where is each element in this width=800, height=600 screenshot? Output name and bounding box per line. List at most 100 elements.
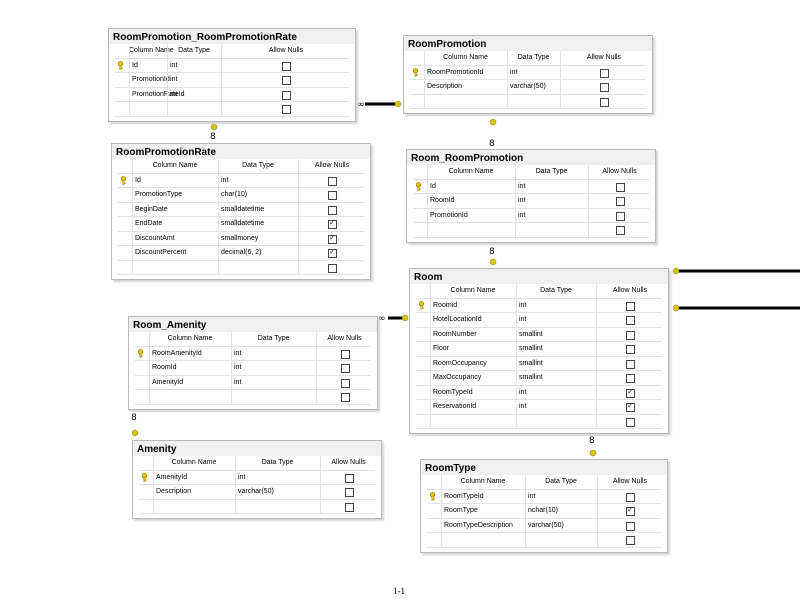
column-row[interactable]: RoomId int <box>413 194 649 209</box>
header-data-type: Data Type <box>517 54 550 61</box>
column-row[interactable]: DiscountAmt smallmoney <box>118 232 364 246</box>
column-name: BeginDate <box>135 205 168 213</box>
column-row[interactable] <box>118 261 364 275</box>
table-roompromotion[interactable]: RoomPromotion Column Name Data Type Allow … <box>403 35 653 114</box>
column-row[interactable]: RoomId int <box>135 361 371 376</box>
allow-nulls-checkbox[interactable] <box>626 505 635 516</box>
column-row[interactable]: PromotionType char(10) <box>118 188 364 203</box>
allow-nulls-checkbox[interactable] <box>328 176 337 186</box>
allow-nulls-checkbox[interactable] <box>600 68 609 78</box>
table-roompromotion-roompromotionrate[interactable]: RoomPromotion_RoomPromotionRate Column N… <box>108 28 356 122</box>
column-row[interactable]: RoomTypeId int <box>416 386 662 400</box>
allow-nulls-checkbox[interactable] <box>282 76 291 85</box>
column-row[interactable]: RoomTypeDescription varchar(50) <box>427 519 661 533</box>
allow-nulls-checkbox[interactable] <box>626 492 635 502</box>
column-row[interactable]: EndDate smalldatetime <box>118 217 364 232</box>
allow-nulls-checkbox[interactable] <box>340 364 350 373</box>
allow-nulls-checkbox[interactable] <box>328 247 337 258</box>
column-grid: Column Name Data Type Allow Nulls Id int Prom… <box>118 159 364 275</box>
column-row[interactable] <box>413 223 649 238</box>
allow-nulls-checkbox[interactable] <box>344 488 354 497</box>
column-name: RoomType <box>444 507 478 514</box>
column-row[interactable]: PromotionRateId int <box>115 88 349 102</box>
allow-nulls-checkbox[interactable] <box>626 316 635 325</box>
column-name: RoomTypeId <box>444 492 484 500</box>
allow-nulls-checkbox[interactable] <box>626 374 635 383</box>
column-row[interactable]: Id int <box>115 59 349 73</box>
grid-divider <box>149 332 150 405</box>
column-name: ReservationId <box>433 403 477 410</box>
allow-nulls-checkbox[interactable] <box>600 97 609 107</box>
column-row[interactable]: RoomNumber smallint <box>416 328 662 342</box>
column-name: RoomTypeId <box>433 388 473 396</box>
data-type: int <box>519 403 527 410</box>
allow-nulls-checkbox[interactable] <box>282 105 291 114</box>
allow-nulls-checkbox[interactable] <box>328 233 337 244</box>
allow-nulls-checkbox[interactable] <box>626 521 635 531</box>
column-row[interactable]: Floor smallint <box>416 342 662 357</box>
allow-nulls-checkbox[interactable] <box>615 182 625 192</box>
allow-nulls-checkbox[interactable] <box>282 61 291 71</box>
column-row[interactable]: PromotionId int <box>115 73 349 88</box>
allow-nulls-checkbox[interactable] <box>344 502 354 512</box>
allow-nulls-checkbox[interactable] <box>328 218 337 229</box>
allow-nulls-checkbox[interactable] <box>340 349 350 359</box>
allow-nulls-checkbox[interactable] <box>328 205 337 215</box>
column-row[interactable]: AmenityId int <box>135 376 371 390</box>
table-room-roompromotion[interactable]: Room_RoomPromotion Column Name Data Type A… <box>406 149 656 243</box>
allow-nulls-checkbox[interactable] <box>626 330 635 340</box>
column-row[interactable]: DiscountPercent decimal(6, 2) <box>118 246 364 261</box>
column-row[interactable]: RoomTypeId int <box>427 490 661 504</box>
table-amenity[interactable]: Amenity Column Name Data Type Allow Nulls A… <box>132 440 382 519</box>
column-header-row: Column Name Data Type Allow Nulls <box>115 44 349 59</box>
column-row[interactable]: Roomid int <box>416 299 662 313</box>
allow-nulls-checkbox[interactable] <box>626 345 635 354</box>
column-row[interactable]: Id int <box>118 174 364 188</box>
allow-nulls-checkbox[interactable] <box>344 473 354 483</box>
relationship-rp-rrp: 8 <box>489 118 497 149</box>
column-header-row: Column Name Data Type Allow Nulls <box>135 332 371 347</box>
column-row[interactable]: ReservationId int <box>416 400 662 415</box>
data-type: int <box>519 301 527 309</box>
column-row[interactable]: HotelLocationId int <box>416 313 662 328</box>
column-row[interactable]: PromotionId int <box>413 209 649 223</box>
table-room-amenity[interactable]: Room_Amenity Column Name Data Type Allow N… <box>128 316 378 410</box>
allow-nulls-checkbox[interactable] <box>626 536 635 545</box>
allow-nulls-checkbox[interactable] <box>340 378 350 388</box>
table-room[interactable]: Room Column Name Data Type Allow Nulls Room… <box>409 268 669 434</box>
allow-nulls-checkbox[interactable] <box>282 90 291 100</box>
allow-nulls-checkbox[interactable] <box>626 387 635 398</box>
column-row[interactable] <box>115 102 349 117</box>
allow-nulls-checkbox[interactable] <box>340 393 350 402</box>
allow-nulls-checkbox[interactable] <box>615 226 625 235</box>
data-type: int <box>510 68 518 76</box>
allow-nulls-checkbox[interactable] <box>328 191 337 200</box>
column-row[interactable]: RoomType nchar(10) <box>427 504 661 519</box>
allow-nulls-checkbox[interactable] <box>626 301 635 311</box>
allow-nulls-checkbox[interactable] <box>626 359 635 369</box>
column-row[interactable]: RoomAmenityId int <box>135 347 371 361</box>
column-row[interactable]: Description varchar(50) <box>139 485 375 500</box>
column-row[interactable]: RoomPromotionId int <box>410 66 646 80</box>
column-row[interactable] <box>410 95 646 109</box>
column-row[interactable] <box>139 500 375 514</box>
table-roomtype[interactable]: RoomType Column Name Data Type Allow Nulls… <box>420 459 668 553</box>
column-row[interactable]: RoomOccupancy smallint <box>416 357 662 371</box>
column-row[interactable] <box>416 415 662 429</box>
allow-nulls-checkbox[interactable] <box>328 263 337 273</box>
column-row[interactable]: MaxOccupancy smallint <box>416 371 662 386</box>
allow-nulls-checkbox[interactable] <box>600 83 609 92</box>
column-row[interactable]: Id int <box>413 180 649 194</box>
column-row[interactable] <box>427 533 661 548</box>
allow-nulls-checkbox[interactable] <box>626 401 635 412</box>
allow-nulls-checkbox[interactable] <box>626 417 635 427</box>
allow-nulls-checkbox[interactable] <box>615 211 625 221</box>
column-row[interactable]: Description varchar(50) <box>410 80 646 95</box>
column-row[interactable] <box>135 390 371 405</box>
table-roompromotionrate[interactable]: RoomPromotionRate Column Name Data Type Al… <box>111 143 371 280</box>
header-allow-nulls: Allow Nulls <box>268 47 304 54</box>
header-column-name: Column Name <box>443 54 488 61</box>
column-row[interactable]: AmenityId int <box>139 471 375 485</box>
column-row[interactable]: BeginDate smalldatetime <box>118 203 364 217</box>
allow-nulls-checkbox[interactable] <box>615 197 625 206</box>
